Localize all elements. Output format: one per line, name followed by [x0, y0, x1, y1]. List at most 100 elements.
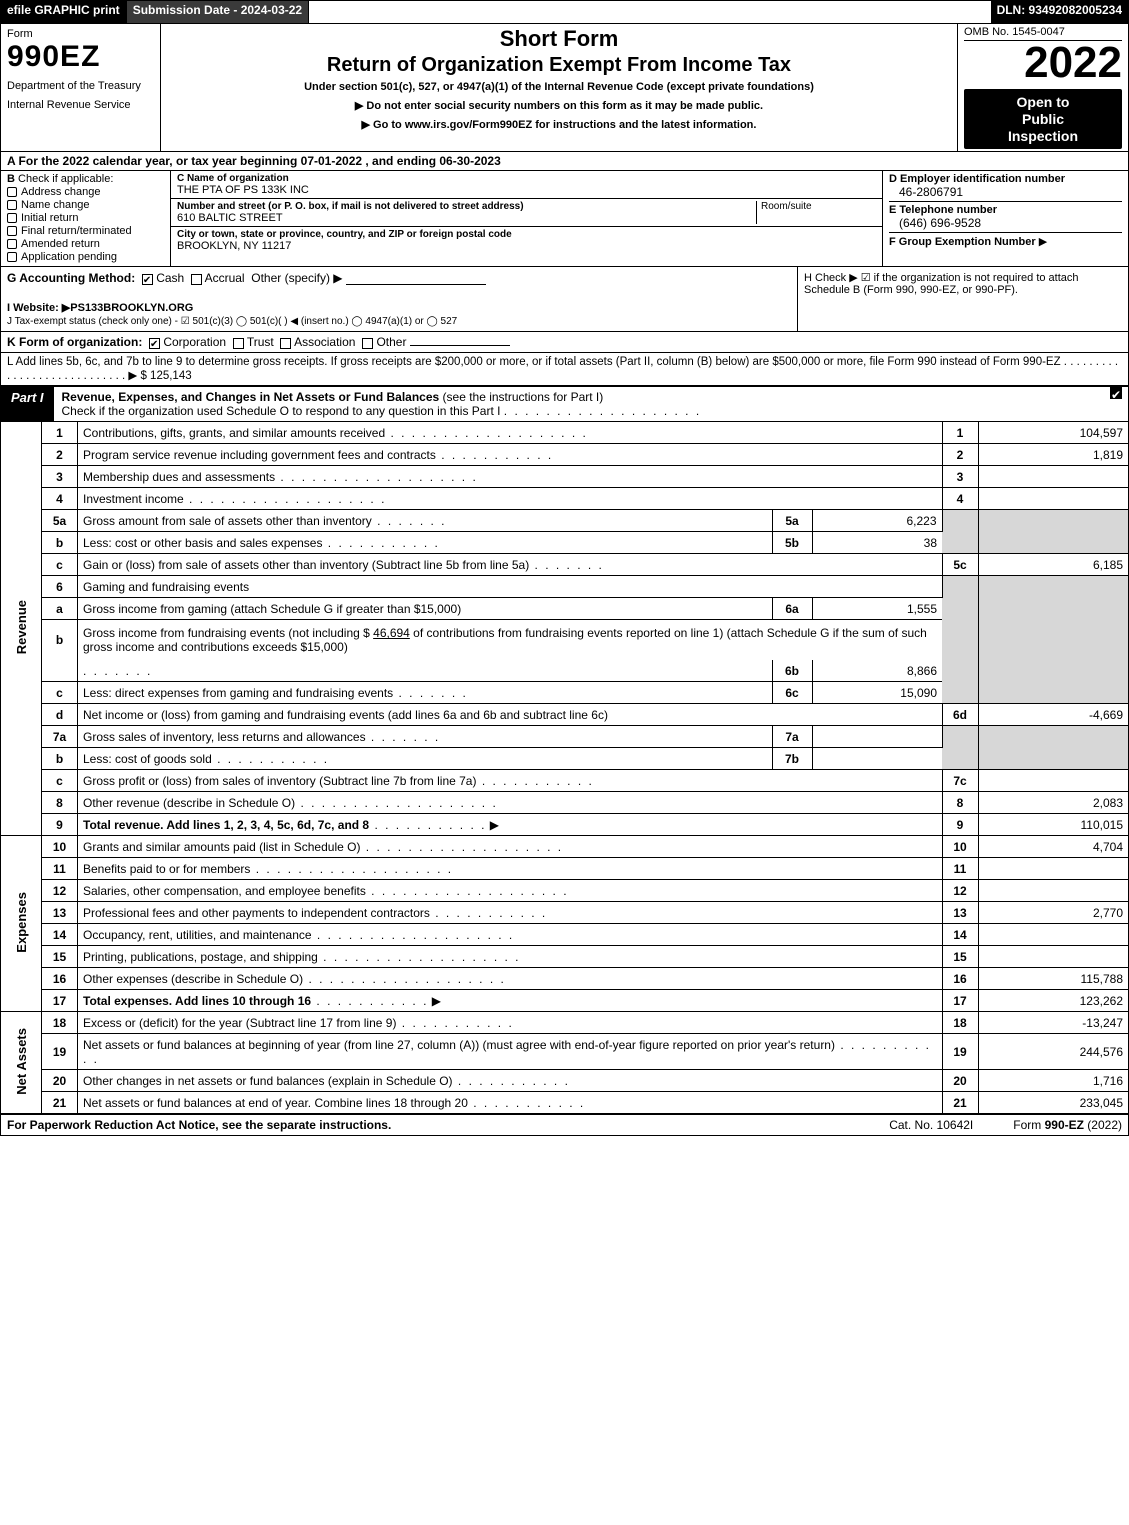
other-org-input[interactable]	[410, 345, 510, 346]
subnum-5a: 5a	[772, 510, 812, 532]
row-line-18: Net Assets 18 Excess or (deficit) for th…	[1, 1012, 1128, 1034]
checkbox-address-change[interactable]	[7, 187, 17, 197]
subval-5a: 6,223	[812, 510, 942, 532]
row-line-1: Revenue 1 Contributions, gifts, grants, …	[1, 422, 1128, 444]
rnum-17: 17	[942, 990, 978, 1012]
dln-label: DLN: 93492082005234	[991, 1, 1128, 23]
row-line-11: 11 Benefits paid to or for members 11	[1, 858, 1128, 880]
footer-right-suffix: (2022)	[1084, 1118, 1122, 1132]
note-goto: ▶ Go to www.irs.gov/Form990EZ for instru…	[169, 118, 949, 131]
val-7c	[978, 770, 1128, 792]
label-final-return: Final return/terminated	[21, 225, 132, 237]
desc-1: Contributions, gifts, grants, and simila…	[83, 426, 385, 440]
lineno-12: 12	[42, 880, 78, 902]
checkbox-accrual[interactable]	[191, 274, 202, 285]
label-initial-return: Initial return	[21, 212, 78, 224]
section-k: K Form of organization: Corporation Trus…	[1, 331, 1128, 352]
row-line-4: 4 Investment income 4	[1, 488, 1128, 510]
row-line-13: 13 Professional fees and other payments …	[1, 902, 1128, 924]
ein-value: 46-2806791	[889, 185, 1122, 199]
desc-5b: Less: cost or other basis and sales expe…	[83, 536, 322, 550]
desc-2: Program service revenue including govern…	[83, 448, 436, 462]
val-13: 2,770	[978, 902, 1128, 924]
lineno-6b-blank	[42, 660, 78, 682]
submission-date: Submission Date - 2024-03-22	[127, 1, 309, 23]
rnum-4: 4	[942, 488, 978, 510]
lineno-10: 10	[42, 836, 78, 858]
open-line1: Open to	[1017, 94, 1070, 110]
section-b: B Check if applicable: Address change Na…	[1, 171, 171, 266]
footer-right: Form 990-EZ (2022)	[1013, 1118, 1122, 1132]
row-line-8: 8 Other revenue (describe in Schedule O)…	[1, 792, 1128, 814]
lineno-5a: 5a	[42, 510, 78, 532]
other-specify-input[interactable]	[346, 271, 486, 285]
val-16: 115,788	[978, 968, 1128, 990]
top-bar: efile GRAPHIC print Submission Date - 20…	[1, 1, 1128, 23]
lineno-19: 19	[42, 1034, 78, 1070]
dept-irs: Internal Revenue Service	[7, 99, 154, 112]
rnum-9: 9	[942, 814, 978, 836]
sidecat-netassets: Net Assets	[1, 1012, 42, 1114]
part-i-title: Revenue, Expenses, and Changes in Net As…	[54, 387, 1104, 421]
row-line-16: 16 Other expenses (describe in Schedule …	[1, 968, 1128, 990]
desc-11: Benefits paid to or for members	[83, 862, 250, 876]
checkbox-final-return[interactable]	[7, 226, 17, 236]
subnum-6a: 6a	[772, 598, 812, 620]
form-header: Form 990EZ Department of the Treasury In…	[1, 23, 1128, 151]
row-line-6: 6 Gaming and fundraising events	[1, 576, 1128, 598]
subnum-7a: 7a	[772, 726, 812, 748]
rnum-3: 3	[942, 466, 978, 488]
efile-print-label: efile GRAPHIC print	[1, 1, 127, 23]
checkbox-amended-return[interactable]	[7, 239, 17, 249]
checkbox-cash[interactable]	[142, 274, 153, 285]
desc-5c: Gain or (loss) from sale of assets other…	[83, 558, 529, 572]
checkbox-trust[interactable]	[233, 338, 244, 349]
lineno-6a: a	[42, 598, 78, 620]
desc-6a: Gross income from gaming (attach Schedul…	[83, 602, 461, 616]
sections-g-h-i-j: G Accounting Method: Cash Accrual Other …	[1, 266, 1128, 331]
checkbox-application-pending[interactable]	[7, 252, 17, 262]
desc-21: Net assets or fund balances at end of ye…	[83, 1096, 468, 1110]
subnum-7b: 7b	[772, 748, 812, 770]
sidecat-revenue: Revenue	[1, 422, 42, 836]
section-b-letter: B	[7, 173, 15, 185]
org-name-value: THE PTA OF PS 133K INC	[177, 184, 876, 196]
label-trust: Trust	[247, 335, 274, 349]
desc-6d: Net income or (loss) from gaming and fun…	[83, 708, 608, 722]
checkbox-schedule-o-part-i[interactable]: ✔	[1110, 387, 1122, 399]
lineno-14: 14	[42, 924, 78, 946]
page-footer: For Paperwork Reduction Act Notice, see …	[1, 1114, 1128, 1135]
val-6d: -4,669	[978, 704, 1128, 726]
street-value: 610 BALTIC STREET	[177, 212, 756, 224]
form-id-block: Form 990EZ Department of the Treasury In…	[1, 24, 161, 151]
lineno-7c: c	[42, 770, 78, 792]
label-cash: Cash	[156, 271, 184, 285]
rnum-8: 8	[942, 792, 978, 814]
rnum-21: 21	[942, 1092, 978, 1114]
label-address-change: Address change	[21, 186, 101, 198]
rnum-11: 11	[942, 858, 978, 880]
val-5c: 6,185	[978, 554, 1128, 576]
telephone-label: E Telephone number	[889, 204, 1122, 216]
checkbox-name-change[interactable]	[7, 200, 17, 210]
dept-treasury: Department of the Treasury	[7, 80, 154, 93]
checkbox-corporation[interactable]	[149, 338, 160, 349]
rnum-18: 18	[942, 1012, 978, 1034]
val-12	[978, 880, 1128, 902]
val-11	[978, 858, 1128, 880]
checkbox-association[interactable]	[280, 338, 291, 349]
section-l: L Add lines 5b, 6c, and 7b to line 9 to …	[1, 352, 1128, 385]
row-line-17: 17 Total expenses. Add lines 10 through …	[1, 990, 1128, 1012]
rnum-2: 2	[942, 444, 978, 466]
label-other-org: Other	[376, 335, 406, 349]
lineno-16: 16	[42, 968, 78, 990]
part-i-header: Part I Revenue, Expenses, and Changes in…	[1, 385, 1128, 421]
lineno-8: 8	[42, 792, 78, 814]
subval-6a: 1,555	[812, 598, 942, 620]
checkbox-initial-return[interactable]	[7, 213, 17, 223]
rnum-6d: 6d	[942, 704, 978, 726]
checkbox-other-org[interactable]	[362, 338, 373, 349]
lineno-13: 13	[42, 902, 78, 924]
footer-right-prefix: Form	[1013, 1118, 1044, 1132]
desc-13: Professional fees and other payments to …	[83, 906, 430, 920]
